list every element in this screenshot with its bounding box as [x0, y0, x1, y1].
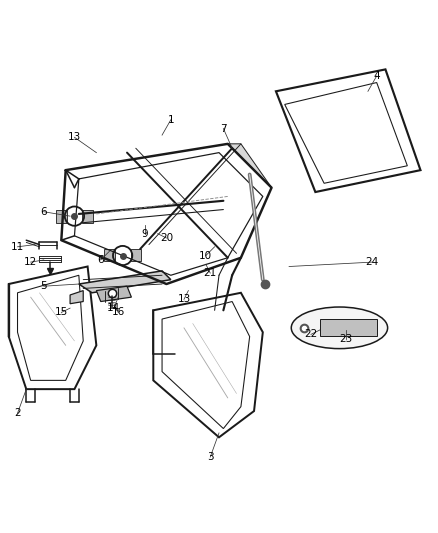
- Text: 6: 6: [97, 255, 104, 265]
- Text: 5: 5: [40, 281, 47, 291]
- Text: 3: 3: [207, 452, 214, 462]
- Text: 4: 4: [373, 71, 380, 81]
- Polygon shape: [82, 209, 93, 223]
- Text: 20: 20: [160, 233, 173, 243]
- Text: 21: 21: [204, 268, 217, 278]
- Text: 10: 10: [199, 251, 212, 261]
- Polygon shape: [320, 319, 377, 336]
- Text: 15: 15: [55, 308, 68, 318]
- Text: 7: 7: [220, 124, 227, 134]
- Text: 16: 16: [112, 308, 125, 318]
- Ellipse shape: [291, 307, 388, 349]
- Text: 6: 6: [40, 207, 47, 217]
- Text: 24: 24: [366, 257, 379, 267]
- Polygon shape: [79, 271, 171, 293]
- Text: 13: 13: [68, 132, 81, 142]
- Polygon shape: [70, 290, 83, 304]
- Text: 22: 22: [304, 329, 318, 340]
- Polygon shape: [131, 249, 141, 261]
- Text: 23: 23: [339, 334, 353, 344]
- Text: 2: 2: [14, 408, 21, 418]
- Polygon shape: [96, 286, 131, 302]
- Polygon shape: [228, 144, 272, 188]
- Text: 14: 14: [107, 303, 120, 313]
- Text: 13: 13: [177, 294, 191, 304]
- Text: 1: 1: [167, 115, 174, 125]
- Polygon shape: [104, 249, 115, 261]
- Text: 11: 11: [11, 242, 24, 252]
- Text: 9: 9: [141, 229, 148, 239]
- Polygon shape: [56, 209, 67, 223]
- Text: 12: 12: [24, 257, 37, 267]
